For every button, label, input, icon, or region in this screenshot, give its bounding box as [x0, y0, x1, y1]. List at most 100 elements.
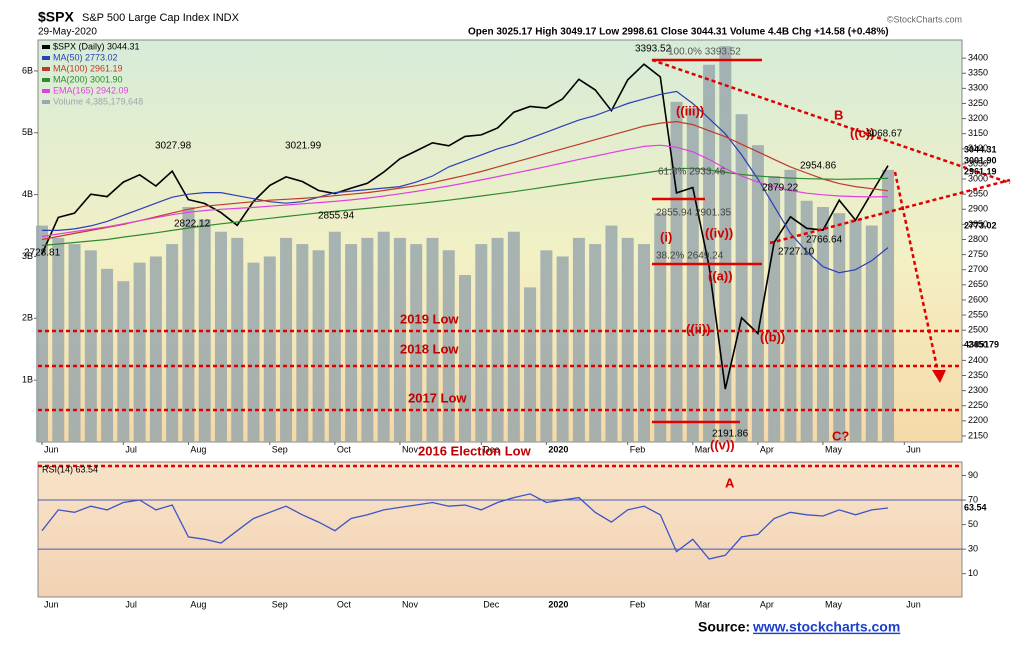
volume-bar [507, 231, 520, 442]
legend-swatch [42, 67, 50, 71]
credit: ©StockCharts.com [887, 14, 962, 24]
legend-swatch [42, 89, 50, 93]
rsi-tick-label: 70 [968, 494, 978, 504]
volume-bar [117, 281, 130, 442]
price-box: 3001.90 [964, 155, 997, 165]
wave-label: (i) [660, 229, 672, 244]
volume-bar [686, 108, 699, 443]
x-tick-label: Oct [337, 444, 352, 454]
y2-tick-label: 5B [22, 127, 33, 137]
price-box: 3044.31 [964, 144, 997, 154]
source-link[interactable]: www.stockcharts.com [752, 619, 900, 635]
y-tick-label: 2650 [968, 279, 988, 289]
volume-bar [849, 219, 862, 442]
volume-bar [572, 237, 585, 442]
legend-label: MA(50) 2773.02 [53, 52, 118, 62]
x-tick-label: Jun [906, 444, 921, 454]
volume-bar [312, 250, 325, 442]
annotation: 2879.22 [762, 183, 799, 194]
rsi-box: 63.54 [964, 502, 987, 512]
y-tick-label: 2900 [968, 204, 988, 214]
wave-label: B [834, 107, 843, 122]
legend-swatch [42, 45, 50, 49]
legend-label: EMA(165) 2942.09 [53, 85, 129, 95]
x-tick-label: Jul [125, 599, 137, 609]
x-tick-label: Jun [44, 444, 59, 454]
volume-bar [426, 237, 439, 442]
y-tick-label: 2800 [968, 234, 988, 244]
rsi-legend: RSI(14) 63.54 [42, 464, 98, 474]
wave-label: ((a)) [708, 268, 733, 283]
wave-label: ((c)) [850, 125, 875, 140]
y-tick-label: 2400 [968, 355, 988, 365]
x-tick-label: Dec [483, 444, 500, 454]
trend-lines [38, 58, 1011, 468]
volume-bar [556, 256, 569, 442]
wave-label: C? [832, 428, 849, 443]
support-label: 2018 Low [400, 341, 459, 356]
x-tick-label: Jun [44, 599, 59, 609]
volume-bar [166, 244, 179, 442]
x-tick-label: Nov [402, 599, 419, 609]
support-label: 2017 Low [408, 390, 467, 405]
ma-line [42, 90, 889, 274]
y-tick-label: 2250 [968, 400, 988, 410]
legend-label: MA(200) 3001.90 [53, 74, 123, 84]
volume-bar [393, 237, 406, 442]
y-tick-label: 2500 [968, 325, 988, 335]
volume-bar [621, 237, 634, 442]
volume-bar [377, 231, 390, 442]
legend-swatch [42, 100, 50, 104]
wave-label: ((iv)) [705, 225, 733, 240]
ma-line [41, 144, 889, 238]
annotation: 3021.99 [285, 141, 322, 152]
x-tick-label: Jun [906, 599, 921, 609]
annotation: 2822.12 [174, 219, 211, 230]
volume-bar [735, 114, 748, 442]
volume-bar [410, 244, 423, 442]
volume-bar [263, 256, 276, 442]
price-box: 2773.02 [964, 220, 997, 230]
y-tick-label: 3100 [968, 143, 988, 153]
price-box: 2961.19 [964, 166, 997, 176]
legend-label: MA(100) 2961.19 [53, 63, 123, 73]
y-tick-label: 2700 [968, 264, 988, 274]
volume-bar [36, 225, 48, 442]
volume-bar [637, 244, 650, 442]
support-label: 2019 Low [400, 311, 459, 326]
y-tick-label: 2850 [968, 219, 988, 229]
rsi-tick-label: 10 [968, 568, 978, 578]
y2-tick-label: 1B [22, 375, 33, 385]
rsi-tick-label: 50 [968, 519, 978, 529]
y-tick-label: 2350 [968, 370, 988, 380]
wave-label: ((iii)) [676, 103, 704, 118]
fib-lines [652, 58, 762, 424]
volume-bar [247, 262, 260, 442]
x-tick-label: Oct [337, 599, 352, 609]
annotation: 3068.67 [866, 129, 903, 140]
x-tick-label: 2020 [548, 444, 568, 454]
y-tick-label: 2550 [968, 309, 988, 319]
index-name: S&P 500 Large Cap Index INDX [82, 12, 240, 24]
volume-bar [214, 231, 227, 442]
volume-bar [703, 64, 716, 442]
annotation: 3027.98 [155, 141, 192, 152]
volume-bar [589, 244, 602, 442]
annotation: 2728.81 [24, 248, 61, 259]
volume-bar [361, 237, 374, 442]
annotation: 2727.10 [778, 247, 815, 258]
volume-bar [442, 250, 455, 442]
y-tick-label: 3350 [968, 68, 988, 78]
wave-label: ((v)) [710, 437, 735, 452]
annotation: 61.8% 2933.46 [658, 167, 726, 178]
y-tick-label: 2150 [968, 430, 988, 440]
volume-bar [882, 169, 895, 442]
annotation: 2855.94 [318, 211, 355, 222]
wave-label: A [725, 475, 735, 490]
volume-bar [751, 145, 764, 442]
y-tick-label: 3000 [968, 173, 988, 183]
ma-line [41, 167, 889, 247]
quote: Open 3025.17 High 3049.17 Low 2998.61 Cl… [468, 27, 889, 38]
x-tick-label: Feb [630, 444, 646, 454]
